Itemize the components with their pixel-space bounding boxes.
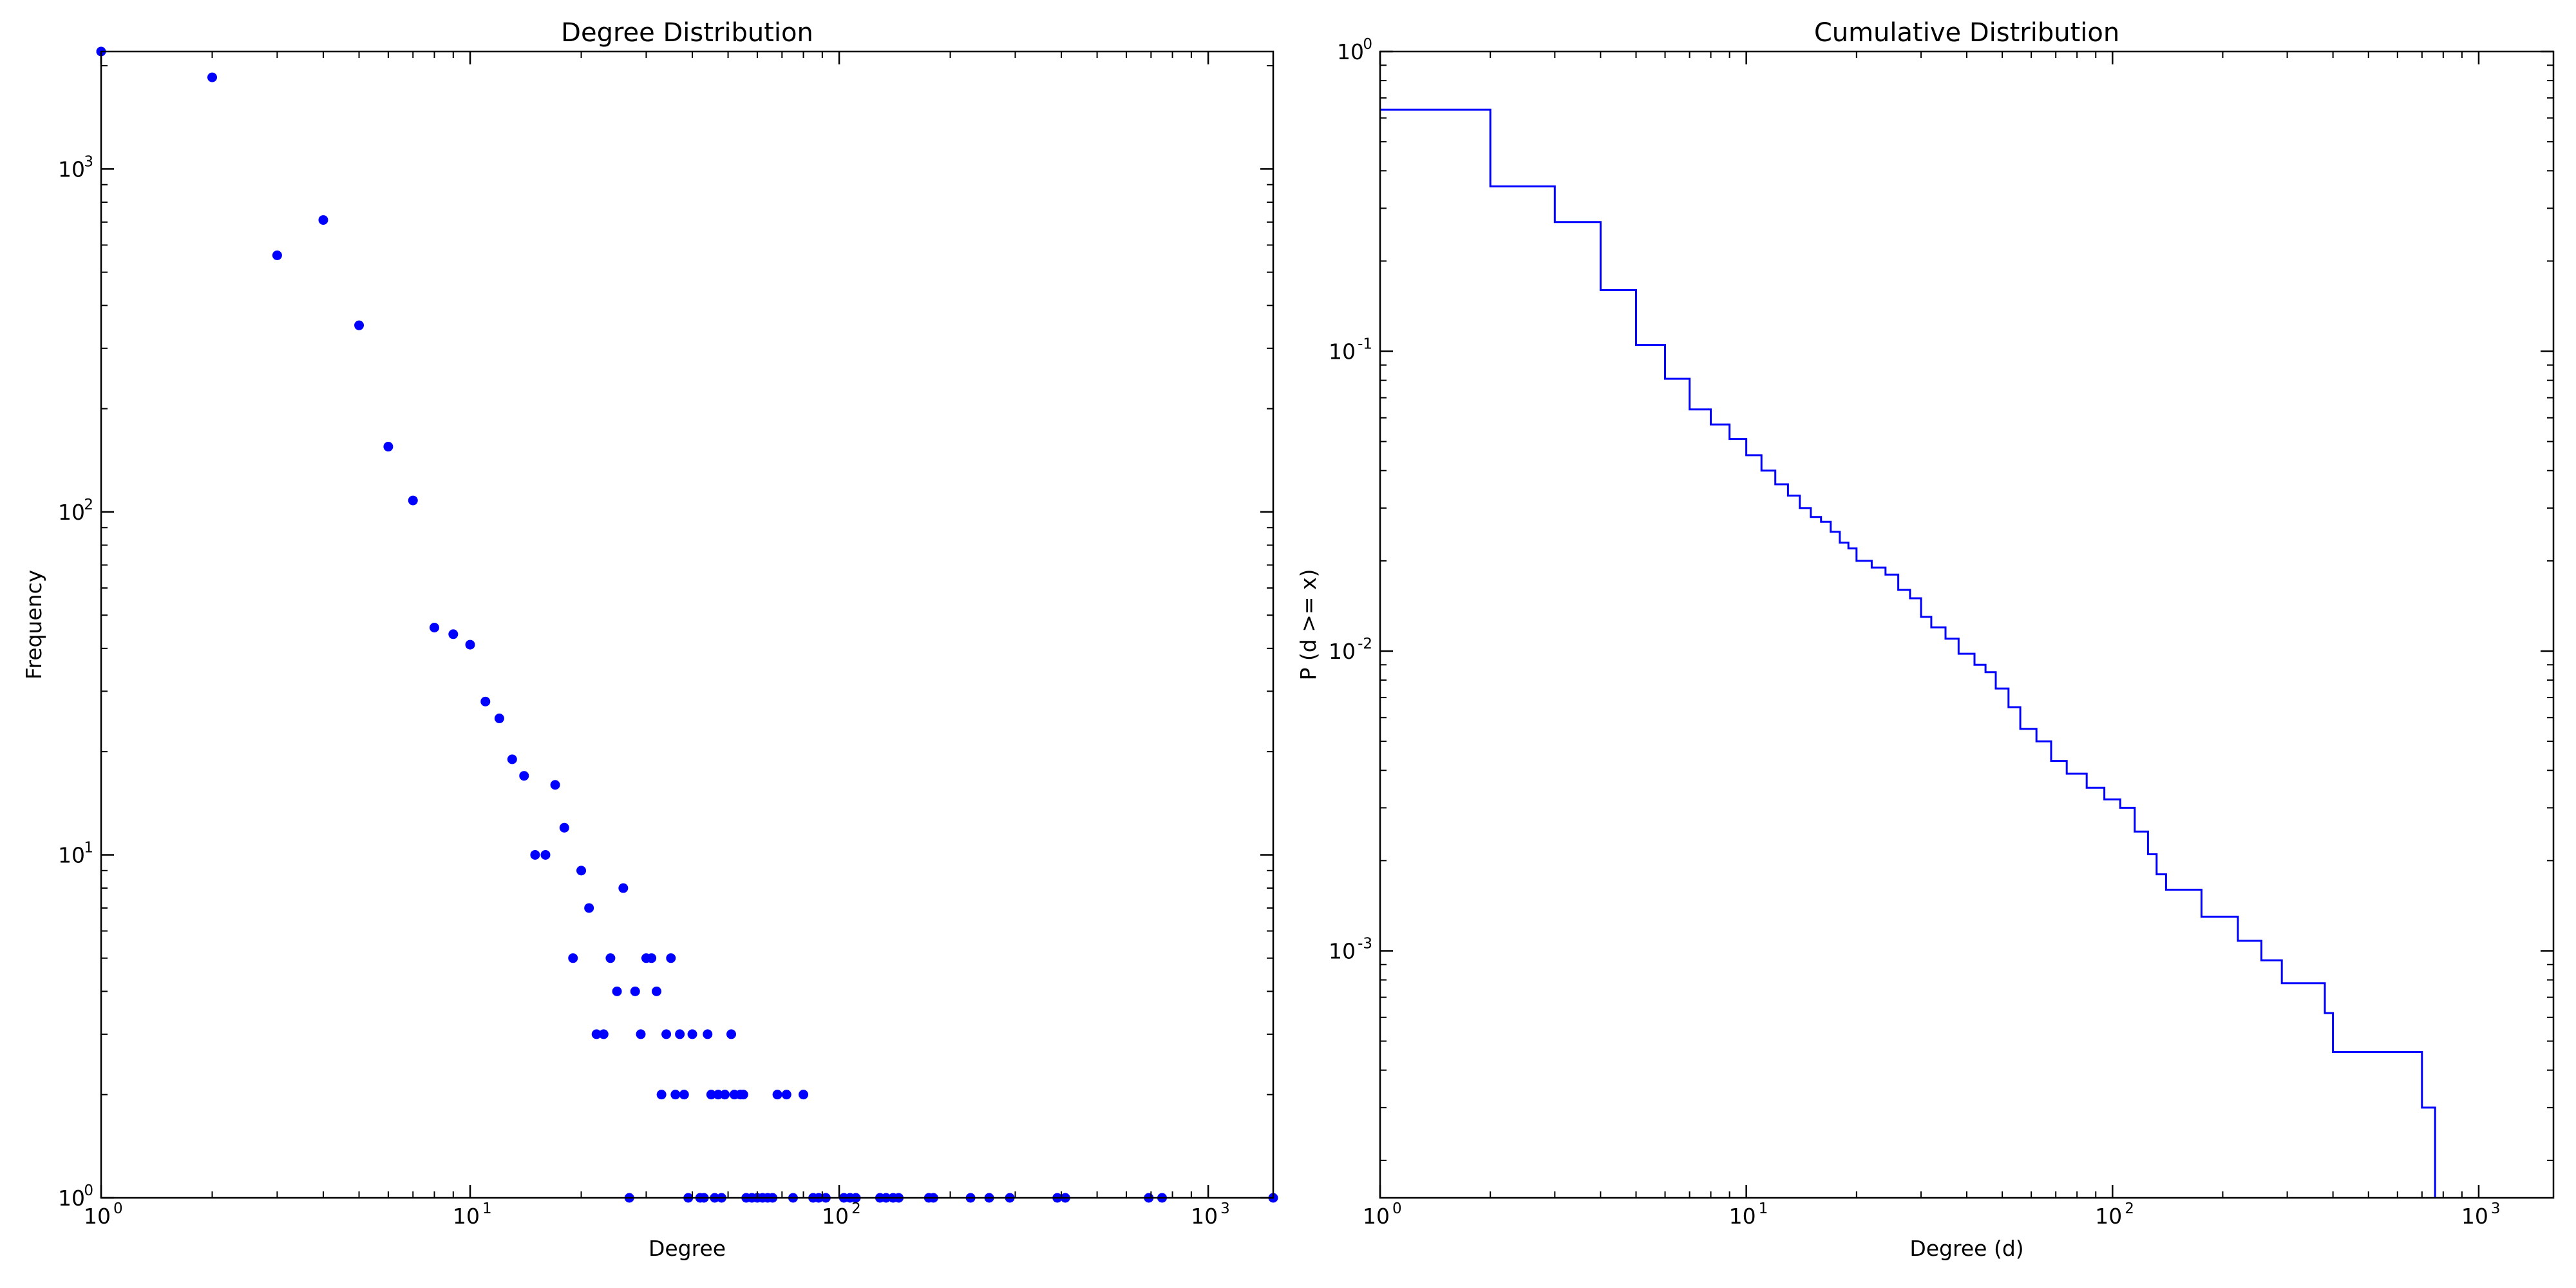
data-point xyxy=(679,1090,689,1100)
x-tick-label: 10 xyxy=(84,1204,111,1229)
x-tick-exponent: 1 xyxy=(482,1200,492,1217)
data-point xyxy=(713,1090,723,1100)
y-tick-label: 10 xyxy=(58,1186,85,1211)
plot-frame xyxy=(1379,50,2555,1199)
data-point xyxy=(576,866,587,876)
y-tick-exponent: 3 xyxy=(84,153,93,170)
data-point xyxy=(772,1090,782,1100)
data-point xyxy=(726,1029,736,1039)
data-point xyxy=(675,1029,685,1039)
data-point xyxy=(651,986,661,996)
data-point xyxy=(706,1090,716,1100)
data-point xyxy=(703,1029,713,1039)
data-point xyxy=(670,1090,681,1100)
y-tick-label: 10 xyxy=(1337,39,1364,64)
y-tick-label: 10 xyxy=(1329,639,1356,664)
plot-frame xyxy=(100,50,1274,1199)
data-point xyxy=(530,849,540,860)
data-point xyxy=(448,629,459,639)
data-point xyxy=(507,754,517,764)
y-tick-exponent: -1 xyxy=(1358,336,1372,352)
data-point xyxy=(318,215,328,225)
data-point xyxy=(647,953,657,963)
data-point xyxy=(540,849,551,860)
x-tick-exponent: 3 xyxy=(1220,1200,1230,1217)
data-point xyxy=(383,442,393,452)
y-axis-label: P (d >= x) xyxy=(1296,569,1321,681)
y-tick-exponent: 1 xyxy=(84,839,93,856)
data-point xyxy=(781,1090,791,1100)
data-point xyxy=(465,639,475,650)
y-tick-exponent: -3 xyxy=(1358,935,1372,952)
data-point xyxy=(666,953,676,963)
data-point xyxy=(636,1029,646,1039)
data-point xyxy=(568,953,578,963)
y-tick-label: 10 xyxy=(58,156,85,182)
y-tick-label: 10 xyxy=(1329,339,1356,364)
x-tick-label: 10 xyxy=(1729,1204,1756,1229)
data-point xyxy=(591,1029,601,1039)
data-point xyxy=(720,1090,730,1100)
chart-title: Degree Distribution xyxy=(561,18,813,48)
y-tick-exponent: -2 xyxy=(1358,636,1372,652)
data-point xyxy=(354,320,365,330)
x-axis-label: Degree xyxy=(649,1236,726,1261)
x-tick-label: 10 xyxy=(453,1204,480,1229)
step-line-series xyxy=(1380,108,2436,1198)
series-line xyxy=(1380,108,2436,1198)
data-point xyxy=(618,883,629,893)
y-tick-label: 10 xyxy=(58,500,85,525)
x-tick-exponent: 0 xyxy=(113,1200,123,1217)
x-tick-label: 10 xyxy=(822,1204,849,1229)
x-tick-label: 10 xyxy=(1191,1204,1218,1229)
data-point xyxy=(559,822,569,833)
data-point xyxy=(480,696,491,706)
data-point xyxy=(272,250,282,260)
y-tick-exponent: 2 xyxy=(84,497,93,513)
data-point xyxy=(598,1029,609,1039)
x-tick-exponent: 2 xyxy=(2125,1200,2134,1217)
data-point xyxy=(605,953,616,963)
x-tick-exponent: 1 xyxy=(1759,1200,1768,1217)
y-tick-exponent: 0 xyxy=(1363,36,1372,53)
y-axis-label: Frequency xyxy=(21,570,46,679)
data-point xyxy=(612,986,622,996)
x-tick-exponent: 2 xyxy=(851,1200,861,1217)
data-point xyxy=(687,1029,697,1039)
x-axis-label: Degree (d) xyxy=(1909,1236,2023,1261)
data-point xyxy=(550,780,560,790)
data-point xyxy=(799,1090,809,1100)
x-tick-exponent: 0 xyxy=(1392,1200,1402,1217)
degree-distribution-chart: Degree Distribution Degree Frequency 10 0… xyxy=(21,18,1278,1261)
y-tick-label: 10 xyxy=(1329,938,1356,963)
x-tick-label: 10 xyxy=(2095,1204,2122,1229)
data-point xyxy=(584,903,594,913)
y-tick-label: 10 xyxy=(58,842,85,867)
data-point xyxy=(661,1029,672,1039)
y-tick-exponent: 0 xyxy=(84,1182,93,1199)
data-point xyxy=(519,771,529,781)
x-tick-label: 10 xyxy=(2461,1204,2488,1229)
data-point xyxy=(207,72,217,82)
data-point xyxy=(656,1090,667,1100)
data-point xyxy=(429,623,439,633)
data-point xyxy=(630,986,640,996)
data-point xyxy=(494,714,504,724)
x-tick-exponent: 3 xyxy=(2491,1200,2501,1217)
x-tick-label: 10 xyxy=(1363,1204,1390,1229)
data-point xyxy=(408,495,418,506)
chart-title: Cumulative Distribution xyxy=(1814,18,2119,48)
cumulative-distribution-chart: Cumulative Distribution Degree (d) P (d … xyxy=(1296,18,2555,1261)
data-point xyxy=(738,1090,748,1100)
